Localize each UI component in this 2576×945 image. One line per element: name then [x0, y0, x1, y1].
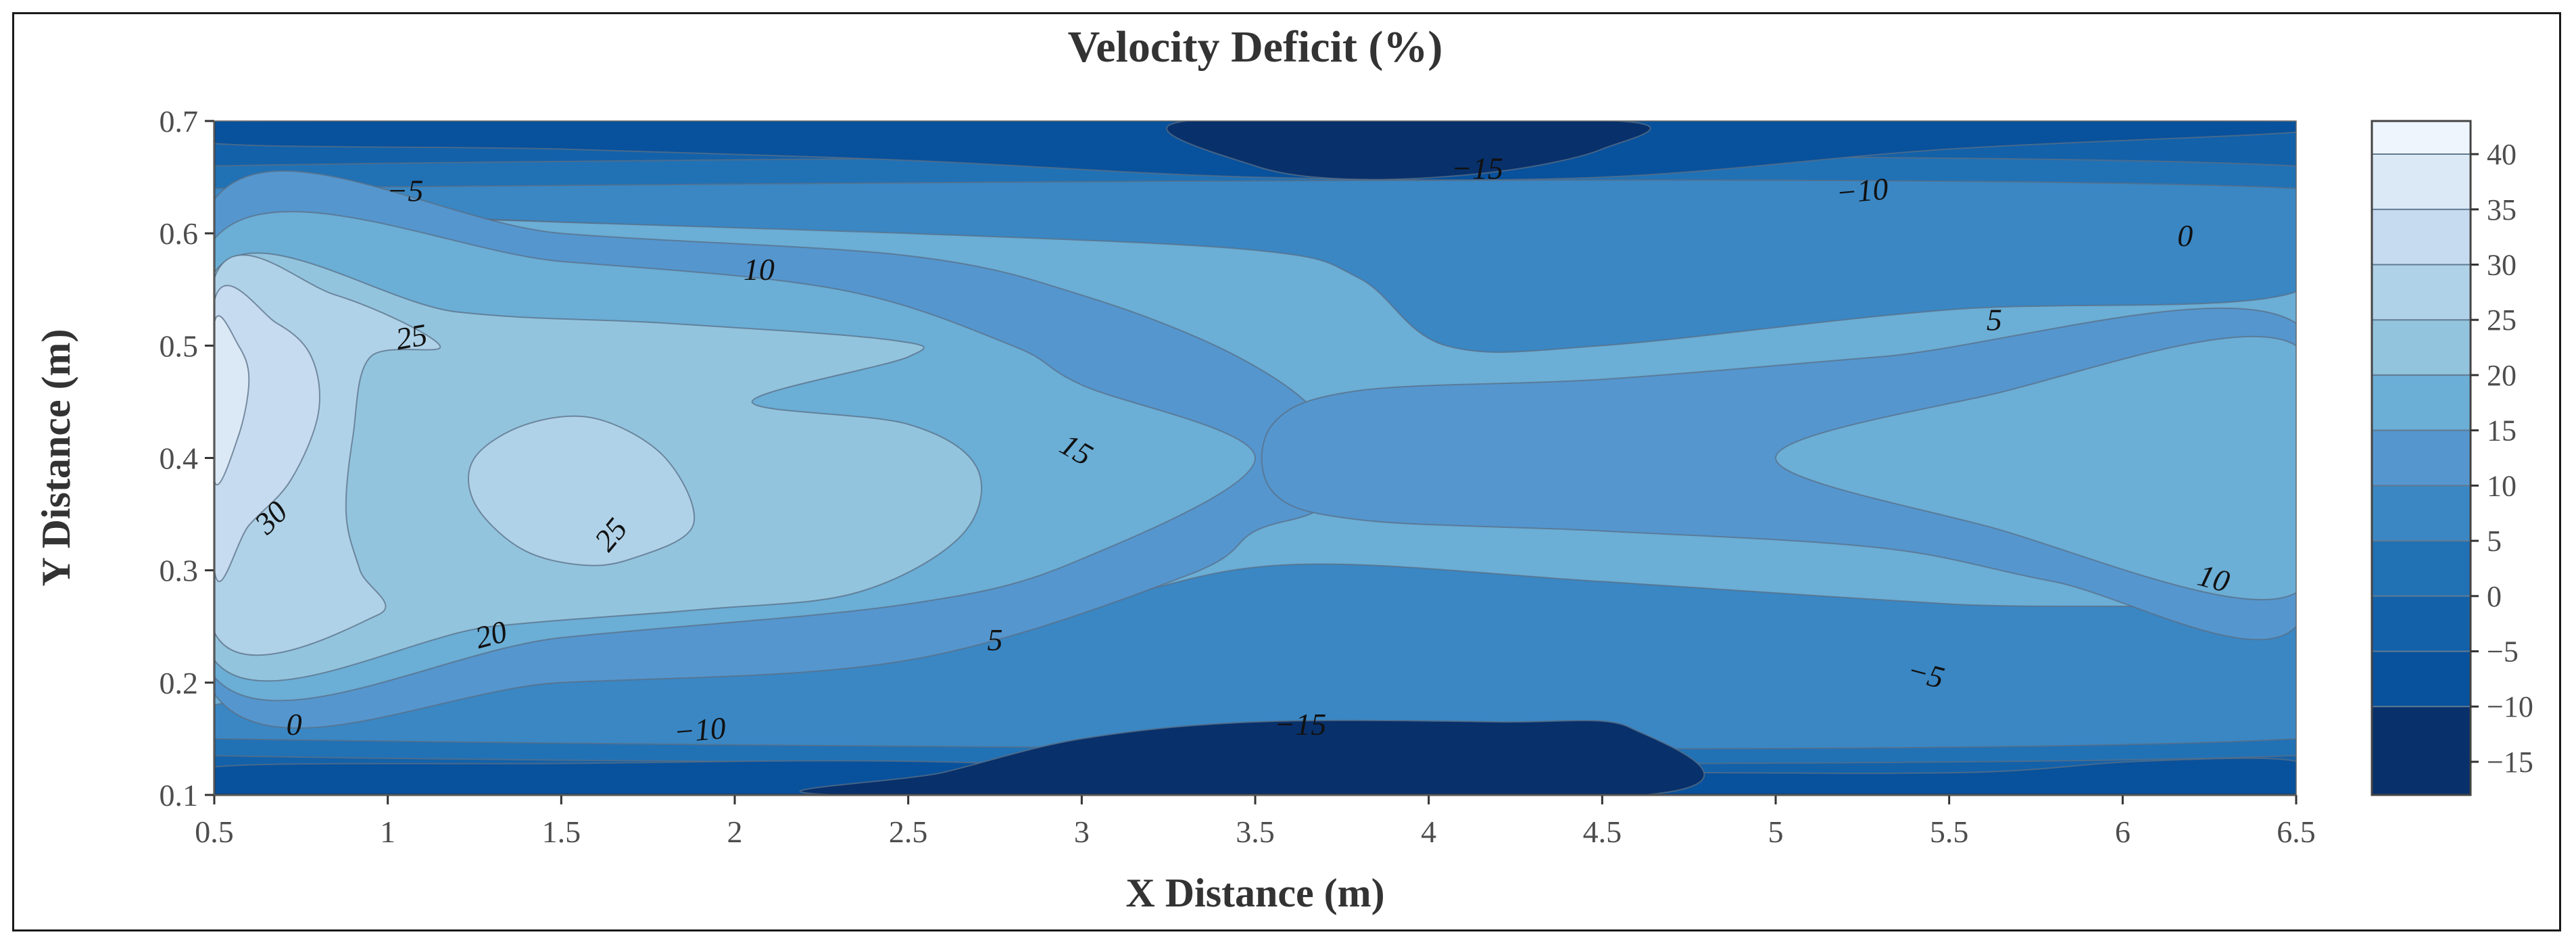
x-axis-title: X Distance (m) [1125, 871, 1384, 915]
colorbar-swatch [2372, 430, 2471, 486]
y-tick-label: 0.7 [160, 104, 199, 139]
contour-label: 0 [287, 707, 302, 742]
colorbar-tick-label: 25 [2487, 304, 2517, 337]
colorbar-tick-label: −15 [2487, 746, 2533, 779]
colorbar-tick-label: 10 [2487, 469, 2517, 502]
x-tick-label: 2.5 [889, 815, 928, 849]
colorbar-tick-label: 35 [2487, 193, 2517, 226]
colorbar-tick-label: −5 [2487, 635, 2519, 669]
colorbar-swatch [2372, 209, 2471, 265]
y-tick-label: 0.1 [160, 778, 199, 813]
x-tick-label: 1 [380, 815, 395, 849]
y-tick-label: 0.3 [160, 554, 199, 588]
colorbar-tick-label: 0 [2487, 580, 2502, 613]
plot-border [214, 120, 2297, 796]
y-tick-label: 0.2 [160, 666, 199, 700]
y-tick-label: 0.5 [160, 329, 199, 363]
contour-region-12 [468, 415, 695, 566]
contour-label: −15 [1274, 707, 1326, 742]
x-tick-label: 3.5 [1236, 815, 1275, 849]
contour-label: 5 [988, 623, 1003, 657]
contour-regions [214, 121, 2296, 795]
x-tick-label: 3 [1074, 815, 1090, 849]
contour-region-14 [214, 315, 250, 486]
contour-label: 25 [393, 317, 430, 356]
x-tick-label: 1.5 [542, 815, 581, 849]
colorbar-swatch [2372, 706, 2471, 795]
colorbar-tick-label: 15 [2487, 414, 2517, 447]
x-tick-label: 4 [1421, 815, 1436, 849]
colorbar-swatch [2372, 121, 2471, 155]
chart-frame: Velocity Deficit (%) −5 10 25 30 25 20 0 −10 15 5… [12, 12, 2561, 931]
colorbar-swatch [2372, 264, 2471, 320]
chart-title: Velocity Deficit (%) [1068, 22, 1443, 72]
x-tick-label: 0.5 [195, 815, 234, 849]
y-axis-title: Y Distance (m) [34, 329, 78, 586]
colorbar-swatch [2372, 651, 2471, 707]
colorbar-tick-label: 20 [2487, 359, 2517, 392]
contour-label: 0 [2177, 218, 2193, 253]
colorbar-tick-label: 40 [2487, 138, 2517, 171]
contour-label: −15 [1451, 151, 1503, 185]
x-tick-label: 4.5 [1583, 815, 1622, 849]
contour-label: −10 [673, 710, 727, 750]
colorbar-tick-label: 30 [2487, 248, 2517, 281]
colorbar-swatch [2372, 541, 2471, 596]
y-tick-label: 0.6 [160, 216, 199, 251]
contour-region-17 [799, 719, 1705, 795]
contour-region-18 [1166, 121, 1651, 180]
y-axis: 0.1 0.2 0.3 0.4 0.5 0.6 0.7 [160, 104, 216, 813]
colorbar-swatch [2372, 485, 2471, 541]
colorbar-tick-label: −10 [2487, 690, 2533, 723]
x-tick-label: 2 [727, 815, 743, 849]
contour-label: −10 [1834, 171, 1889, 210]
colorbar-swatch [2372, 320, 2471, 375]
colorbar: −15 −10 −5 0 5 10 15 20 25 30 35 40 [2371, 120, 2533, 796]
x-axis: 0.5 1 1.5 2 2.5 3 3.5 4 4.5 5 5.5 6 6.5 [195, 794, 2316, 849]
y-tick-label: 0.4 [160, 441, 199, 476]
colorbar-swatch [2372, 374, 2471, 431]
x-tick-label: 5 [1768, 815, 1784, 849]
colorbar-swatch [2372, 154, 2471, 210]
contour-region-9 [1774, 335, 2296, 601]
colorbar-swatch [2372, 596, 2471, 652]
x-tick-label: 5.5 [1930, 815, 1969, 849]
colorbar-tick-label: 5 [2487, 525, 2502, 558]
colorbar-border [2371, 120, 2472, 796]
contour-label: 10 [744, 252, 775, 287]
contour-label: −5 [387, 174, 423, 208]
x-tick-label: 6 [2115, 815, 2131, 849]
x-tick-label: 6.5 [2277, 815, 2316, 849]
contour-label: 5 [1987, 303, 2002, 337]
